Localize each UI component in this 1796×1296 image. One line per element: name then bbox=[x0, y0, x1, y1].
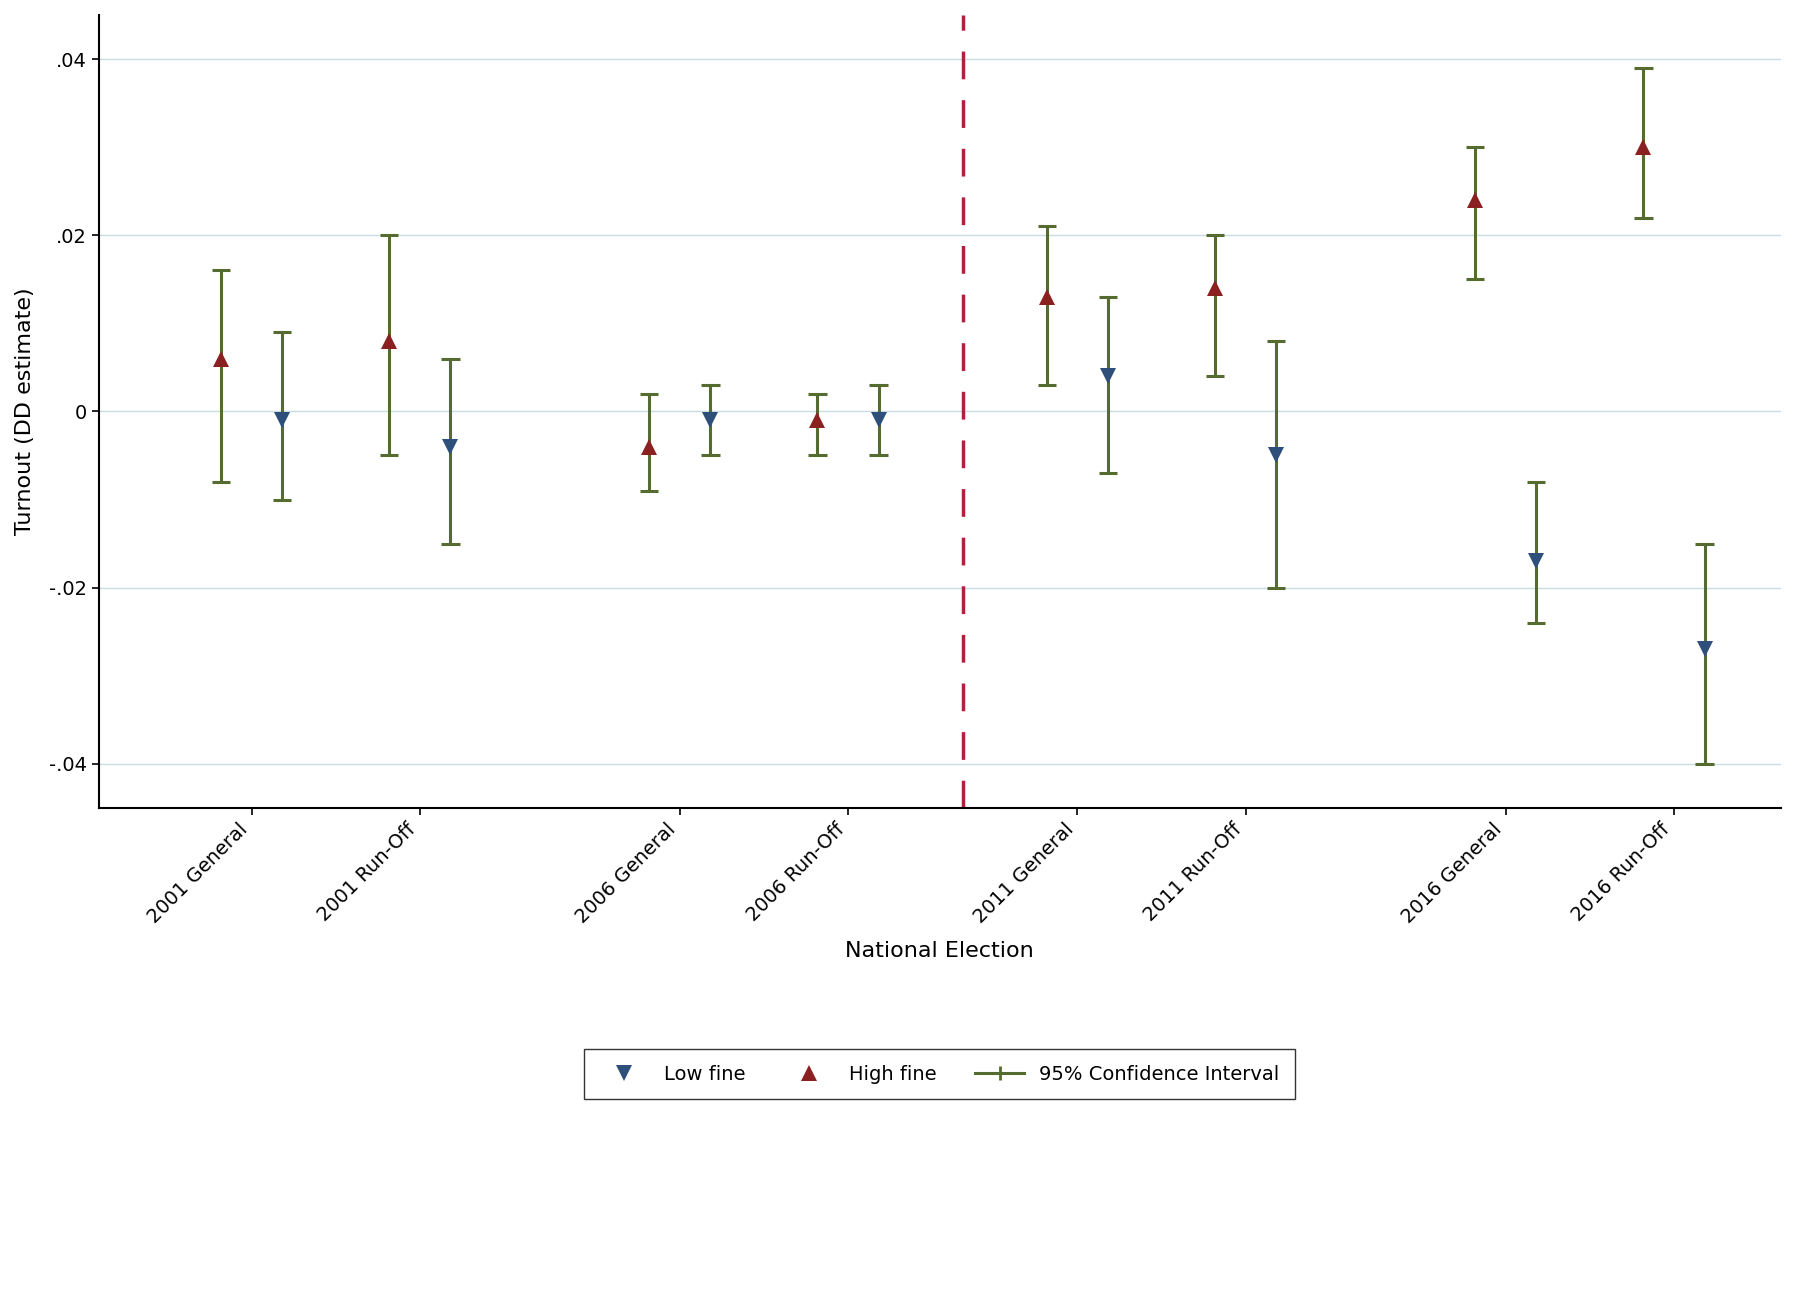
Legend: Low fine, High fine, 95% Confidence Interval: Low fine, High fine, 95% Confidence Inte… bbox=[584, 1050, 1295, 1099]
Y-axis label: Turnout (DD estimate): Turnout (DD estimate) bbox=[14, 288, 34, 535]
X-axis label: National Election: National Election bbox=[846, 941, 1034, 960]
